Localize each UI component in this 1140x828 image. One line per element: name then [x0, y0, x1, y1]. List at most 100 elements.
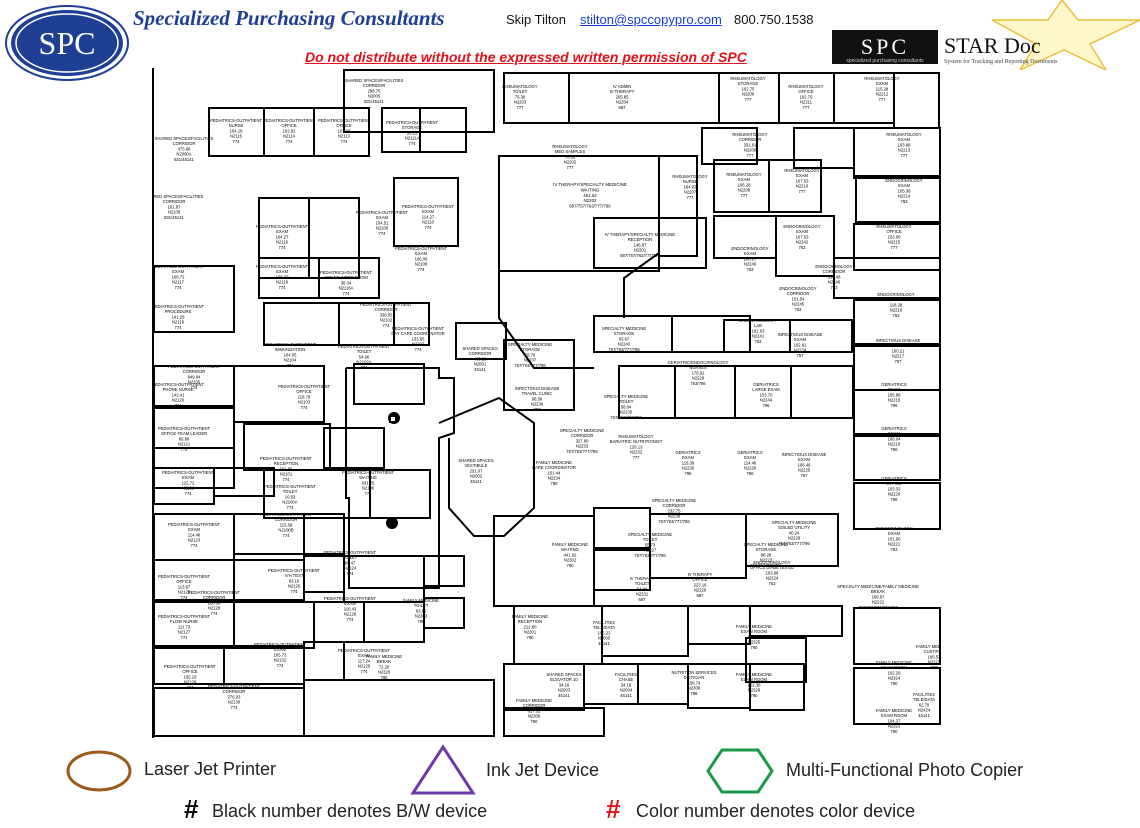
contact-email-link[interactable]: stilton@spccopypro.com: [580, 12, 722, 27]
room-label-line: 108.48: [798, 462, 811, 467]
room-label-line: N2125: [178, 590, 191, 595]
room-label-line: N2107: [412, 342, 425, 347]
room-label-line: STORAGE: [520, 347, 541, 352]
room-label: IV THERAPY/SPECIALTY MEDICINERECEPTION14…: [605, 232, 675, 258]
room-label-line: 774: [283, 533, 291, 538]
room-label-line: N2104: [284, 358, 297, 363]
room-label-line: 107.06: [338, 128, 351, 133]
room-label-line: 774: [283, 477, 291, 482]
room-label-line: STORAGE: [738, 81, 759, 86]
room-label-line: EXAM: [188, 527, 200, 532]
room-label-line: 763: [799, 245, 807, 250]
room-label-line: PEDIATRICS-OUTPATIENT: [338, 648, 391, 653]
room-label-line: NURSES: [689, 365, 707, 370]
room-label-line: 777: [803, 105, 811, 110]
room-label-line: CORRIDOR: [523, 703, 546, 708]
room-label-line: DIETICIAN: [684, 675, 705, 680]
room-label-line: 774: [175, 285, 183, 290]
room-label-line: 133.85: [412, 336, 425, 341]
room-label-line: PEDIATRICS-OUTPATIENT: [256, 264, 309, 269]
room-label-line: 105.19: [184, 674, 197, 679]
room-label-line: 763: [747, 267, 755, 272]
room-label-line: 83.67: [619, 336, 630, 341]
room-label-line: 774: [233, 139, 241, 144]
room-label-line: 62.70: [919, 702, 930, 707]
room-label-line: RHEUMATOLOGY: [552, 144, 587, 149]
room-label-line: EXAM: [738, 177, 750, 182]
room-label-line: IV THERAPY/SPECIALTY MEDICINE: [605, 232, 675, 237]
room-label-line: GERIATRICS: [753, 382, 778, 387]
room-label-line: 763: [795, 307, 803, 312]
room-label-line: 104.18: [230, 128, 243, 133]
room-label-line: 151.54: [792, 296, 805, 301]
room-label-line: LARGE EXAM: [752, 387, 780, 392]
room-label-line: FAMILY MEDICINE: [536, 460, 572, 465]
room-label-line: 223.16: [694, 582, 707, 587]
room-label-line: N2000A: [176, 152, 191, 157]
room-label-line: IV THERAPY: [688, 572, 713, 577]
room-label-line: 68.47: [345, 560, 356, 565]
room-label-line: GERIATRICS: [881, 476, 906, 481]
room-label-line: 185.53: [928, 654, 941, 659]
room-label-line: N2323: [888, 724, 901, 729]
room-label-line: GERIATRIC/ENDOCRINOLOGY: [668, 360, 729, 365]
room-label-line: PEDIATRICS-OUTPATIENT: [254, 642, 307, 647]
room-label-line: 757: [534, 407, 542, 412]
room-label-line: EXAM: [796, 229, 808, 234]
room-label-line: NUTRITION SERVICES: [671, 670, 716, 675]
room-label-line: 757/763/777/796: [610, 415, 642, 420]
room-label-line: N2120: [172, 398, 185, 403]
room-label-line: 161.86: [280, 466, 293, 471]
room-label-line: 536.48: [828, 274, 841, 279]
room-label-line: FACILITIES: [615, 672, 637, 677]
room-label-line: N2127: [178, 630, 191, 635]
room-label-line: N2206: [742, 92, 755, 97]
room-label-line: PEDIATRICS-OUTPATIENT: [168, 364, 221, 369]
room-label-line: 757/763/777/796: [634, 553, 666, 558]
room-label-line: PEDIATRICS-OUTPATIENT: [188, 590, 241, 595]
room-label-line: 687/757/763/777/796: [569, 204, 611, 209]
room-label-line: N2222: [872, 600, 885, 605]
room-label-line: 774: [383, 323, 391, 328]
laser-printer-circle-icon: [66, 750, 132, 792]
room-label-line: PEDIATRICS-OUTPATIENT: [158, 426, 211, 431]
room-label-line: 796: [747, 471, 755, 476]
room-label-line: 774: [231, 705, 239, 710]
room-label-line: N2122: [182, 486, 195, 491]
room-label-line: N2103: [298, 400, 311, 405]
room-label-line: 114.27: [422, 214, 435, 219]
room-label-line: FLOW NURSE: [170, 619, 198, 624]
room-label-line: N2102: [380, 318, 393, 323]
room-label-line: 790: [891, 729, 899, 734]
room-label-line: PEDIATRICS-OUTPATIENT: [392, 326, 445, 331]
room-label-line: 122.72: [182, 480, 195, 485]
room-label-line: 763: [901, 199, 909, 204]
room-label-line: 763: [893, 313, 901, 318]
room-label-line: EXAM: [182, 475, 194, 480]
room-label-line: 55.73: [645, 542, 656, 547]
room-label-line: N2210: [796, 184, 809, 189]
room-label-line: EXAM ROOM: [881, 713, 908, 718]
room-label-line: PEDIATRICS-OUTPATIENT: [168, 522, 221, 527]
room-label-line: DAY CARE COORDINATOR: [391, 331, 444, 336]
room-label-line: SPECIALTY MEDICINE: [628, 532, 672, 537]
room-label-line: N2109: [376, 226, 389, 231]
room-label-line: 461.62: [583, 193, 597, 198]
room-label-line: PEDIATRICS-OUTPATIENT: [324, 596, 377, 601]
room-label-line: 777: [799, 189, 807, 194]
room-label-line: N2308: [688, 686, 701, 691]
room-label-line: N2235: [620, 410, 633, 415]
room-label-line: CORRIDOR: [469, 351, 492, 356]
room-label-line: N2224: [766, 576, 779, 581]
room-label-line: N2115: [230, 134, 243, 139]
